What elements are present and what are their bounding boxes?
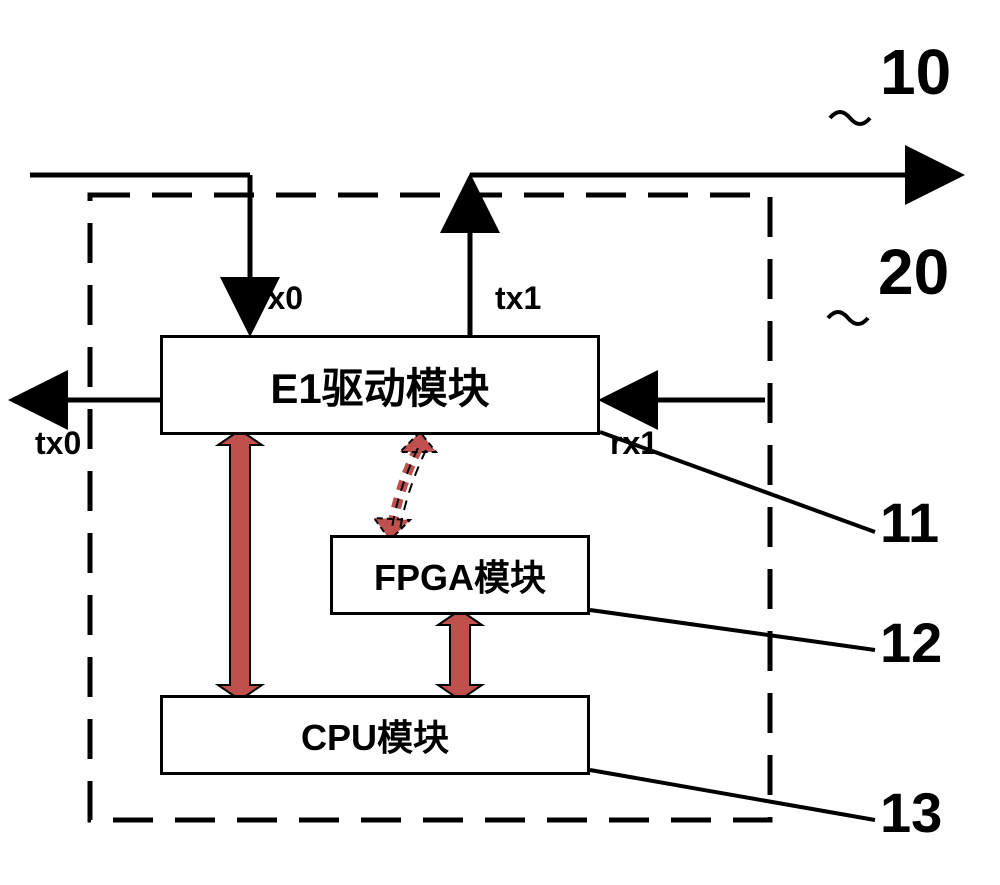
leader-10 (620, 118, 850, 175)
callout-11: 11 (880, 490, 939, 555)
leader-13 (590, 770, 875, 820)
squiggle-20 (828, 312, 868, 324)
callout-13: 13 (880, 780, 942, 845)
rx0-label: rx0 (255, 280, 303, 317)
e1-label: E1驱动模块 (270, 355, 489, 416)
double-arrow-e1-cpu (218, 430, 262, 700)
cpu-module-box: CPU模块 (160, 695, 590, 775)
tx1-label: tx1 (495, 280, 541, 317)
double-arrow-e1-fpga (374, 432, 436, 540)
fpga-module-box: FPGA模块 (330, 535, 590, 615)
double-arrow-fpga-cpu (438, 610, 482, 700)
callout-12: 12 (880, 610, 942, 675)
e1-driver-module-box: E1驱动模块 (160, 335, 600, 435)
leader-12 (590, 610, 875, 650)
block-diagram: E1驱动模块 FPGA模块 CPU模块 rx0 tx1 tx0 rx1 10 2… (0, 0, 1000, 880)
leader-20 (765, 320, 848, 400)
rx1-label: rx1 (610, 425, 658, 462)
tx0-label: tx0 (35, 425, 81, 462)
fpga-label: FPGA模块 (374, 549, 546, 601)
callout-10: 10 (880, 35, 951, 109)
callout-20: 20 (878, 235, 949, 309)
cpu-label: CPU模块 (301, 709, 449, 761)
